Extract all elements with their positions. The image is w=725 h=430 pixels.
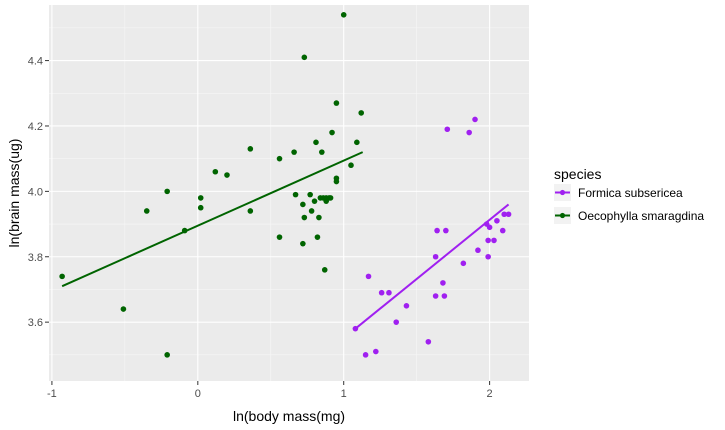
point-formica-subsericea [393, 319, 400, 325]
panel-background [49, 5, 529, 381]
y-tick-label: 3.6 [28, 317, 43, 329]
point-oecophylla-smaragdina [164, 352, 170, 358]
point-formica-subsericea [440, 280, 446, 286]
point-oecophylla-smaragdina [319, 149, 325, 155]
point-oecophylla-smaragdina [300, 201, 306, 208]
point-oecophylla-smaragdina [292, 191, 299, 198]
legend-key-point-oecophylla-smaragdina [559, 212, 566, 219]
point-formica-subsericea [362, 352, 369, 358]
point-oecophylla-smaragdina [247, 146, 254, 152]
point-formica-subsericea [443, 227, 449, 234]
point-oecophylla-smaragdina [314, 234, 321, 240]
legend-keys: Formica subsericea Oecophylla smaragdina [554, 184, 704, 224]
point-formica-subsericea [460, 260, 467, 267]
y-axis-title: ln(brain mass(ug) [6, 139, 22, 248]
x-tick-label: -1 [47, 388, 57, 400]
point-oecophylla-smaragdina [329, 129, 335, 136]
point-oecophylla-smaragdina [308, 208, 315, 214]
point-oecophylla-smaragdina [354, 139, 360, 146]
point-oecophylla-smaragdina [348, 162, 354, 169]
x-tick-label: 0 [195, 388, 201, 400]
point-oecophylla-smaragdina [181, 227, 188, 234]
legend-label-oecophylla-smaragdina: Oecophylla smaragdina [578, 209, 704, 223]
point-oecophylla-smaragdina [247, 208, 254, 214]
point-formica-subsericea [485, 253, 491, 260]
point-formica-subsericea [472, 116, 478, 123]
y-tick-label: 4.0 [28, 186, 43, 198]
legend-key-point-formica-subsericea [559, 189, 566, 196]
legend-label-formica-subsericea: Formica subsericea [578, 186, 683, 200]
point-formica-subsericea [499, 227, 506, 234]
point-oecophylla-smaragdina [333, 100, 340, 106]
point-formica-subsericea [365, 273, 372, 280]
point-oecophylla-smaragdina [276, 234, 283, 240]
fit-line-formica-subsericea [354, 203, 510, 330]
point-oecophylla-smaragdina [358, 110, 365, 116]
point-formica-subsericea [441, 293, 448, 299]
x-tick-label: 1 [341, 388, 347, 400]
point-oecophylla-smaragdina [59, 273, 65, 280]
point-formica-subsericea [501, 211, 507, 218]
point-oecophylla-smaragdina [291, 149, 297, 155]
point-formica-subsericea [486, 224, 493, 231]
point-oecophylla-smaragdina [224, 172, 230, 178]
point-formica-subsericea [434, 227, 440, 234]
point-oecophylla-smaragdina [300, 240, 306, 247]
point-formica-subsericea [491, 237, 497, 244]
point-oecophylla-smaragdina [327, 195, 334, 201]
point-formica-subsericea [378, 289, 385, 296]
point-oecophylla-smaragdina [276, 155, 283, 162]
point-oecophylla-smaragdina [321, 267, 328, 273]
x-axis: -1 0 1 2 [47, 381, 493, 400]
y-tick-label: 4.2 [28, 121, 43, 133]
y-tick-label: 4.4 [28, 56, 43, 68]
fit-lines [61, 151, 510, 330]
point-oecophylla-smaragdina [143, 208, 150, 214]
point-oecophylla-smaragdina [333, 175, 340, 182]
point-formica-subsericea [485, 237, 491, 244]
y-tick-label: 3.8 [28, 252, 43, 264]
x-axis-title: ln(body mass(mg) [233, 408, 345, 424]
data-points [59, 12, 512, 358]
point-oecophylla-smaragdina [301, 54, 308, 61]
point-formica-subsericea [432, 293, 439, 299]
point-formica-subsericea [466, 129, 472, 136]
point-oecophylla-smaragdina [164, 188, 170, 195]
point-oecophylla-smaragdina [197, 204, 204, 211]
fit-line-oecophylla-smaragdina [61, 151, 364, 288]
point-formica-subsericea [403, 303, 410, 309]
minor-grid [49, 5, 529, 381]
point-formica-subsericea [475, 247, 481, 254]
major-grid [49, 5, 529, 381]
legend-title: species [554, 166, 601, 182]
point-oecophylla-smaragdina [120, 306, 127, 312]
point-oecophylla-smaragdina [197, 195, 204, 201]
point-formica-subsericea [494, 217, 500, 224]
point-formica-subsericea [425, 338, 432, 345]
point-formica-subsericea [432, 253, 439, 260]
y-axis: 3.6 3.8 4.0 4.2 4.4 [28, 56, 49, 329]
point-oecophylla-smaragdina [316, 214, 322, 221]
point-formica-subsericea [373, 348, 379, 355]
point-formica-subsericea [352, 325, 359, 332]
legend: species Formica subsericea Oecophylla sma… [554, 166, 704, 224]
point-formica-subsericea [386, 289, 392, 296]
point-oecophylla-smaragdina [313, 139, 319, 146]
point-oecophylla-smaragdina [307, 191, 313, 198]
point-oecophylla-smaragdina [340, 12, 347, 18]
point-oecophylla-smaragdina [301, 214, 308, 221]
x-tick-label: 2 [487, 388, 493, 400]
point-formica-subsericea [505, 211, 512, 218]
point-oecophylla-smaragdina [212, 168, 219, 175]
point-formica-subsericea [444, 126, 451, 133]
point-oecophylla-smaragdina [311, 198, 318, 204]
